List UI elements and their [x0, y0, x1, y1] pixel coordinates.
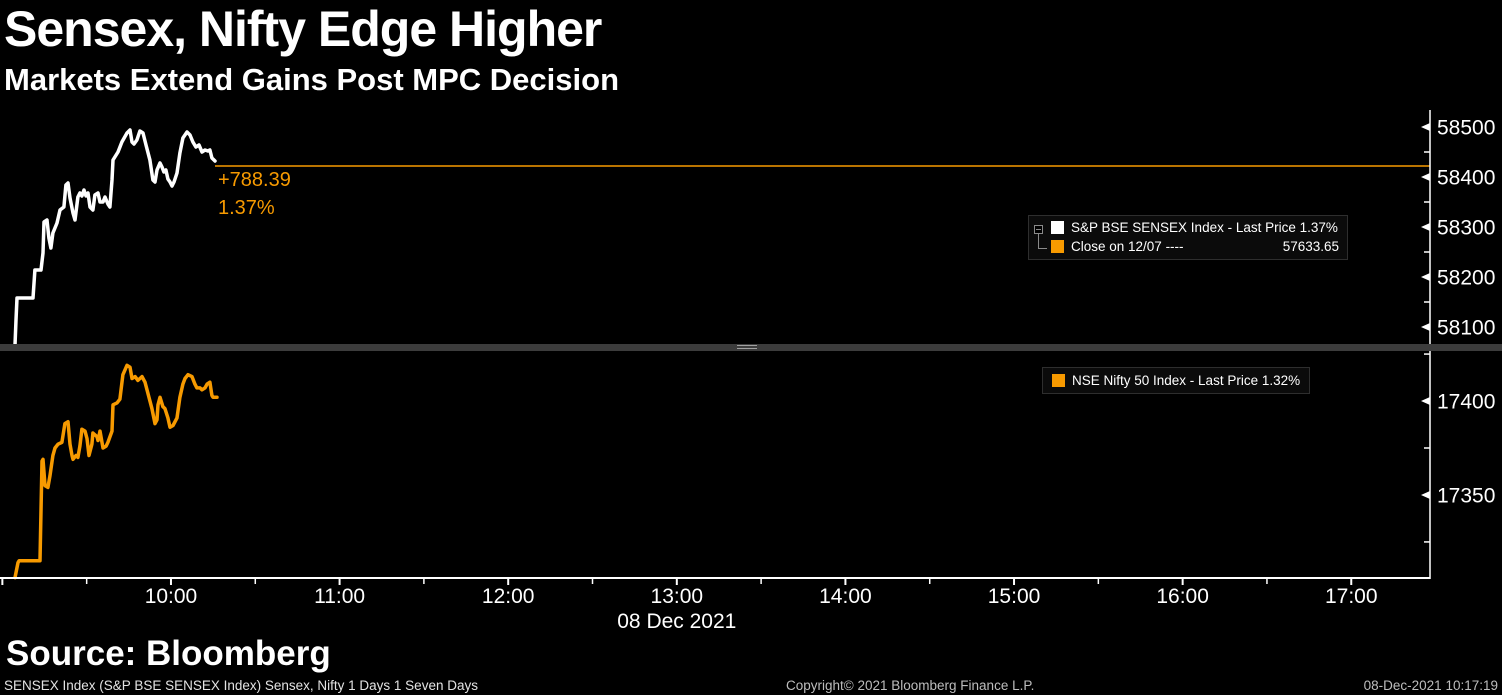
x-tick-label: 15:00 — [988, 585, 1041, 608]
last-price-annotation: +788.39 1.37% — [218, 166, 291, 222]
page-subtitle: Markets Extend Gains Post MPC Decision — [4, 62, 620, 97]
legend-row-sensex-last-price[interactable]: S&P BSE SENSEX Index - Last Price 1.37% — [1051, 218, 1339, 237]
x-tick-label: 12:00 — [482, 585, 535, 608]
panel-divider — [0, 344, 1502, 351]
y-major-tick — [1421, 490, 1430, 499]
panel-resize-handle[interactable] — [737, 345, 757, 350]
y-major-tick — [1421, 223, 1430, 231]
x-tick-label: 11:00 — [314, 585, 365, 608]
y-major-tick — [1421, 397, 1430, 406]
legend-row-nifty-last-price[interactable]: NSE Nifty 50 Index - Last Price 1.32% — [1052, 371, 1300, 390]
sensex-price-line — [13, 128, 217, 347]
sensex-swatch — [1051, 221, 1064, 234]
y-major-tick — [1421, 323, 1430, 331]
nifty-price-line — [13, 363, 219, 580]
status-bar: SENSEX Index (S&P BSE SENSEX Index) Sens… — [0, 674, 1502, 695]
legend-expander-icon[interactable] — [1034, 225, 1043, 234]
y-tick-label: 17350 — [1437, 484, 1495, 507]
x-tick-label: 14:00 — [819, 585, 872, 608]
legend-tree-connector — [1038, 234, 1047, 249]
y-major-tick — [1421, 173, 1430, 181]
sensex-panel: 58500 58400 58300 58200 58100 — [13, 117, 1495, 347]
y-tick-label: 58100 — [1437, 317, 1495, 340]
legend-nifty: NSE Nifty 50 Index - Last Price 1.32% — [1042, 367, 1311, 394]
y-major-tick — [1421, 123, 1430, 131]
y-major-tick — [1421, 273, 1430, 281]
x-tick-label: 17:00 — [1325, 585, 1378, 608]
y-tick-label: 58300 — [1437, 217, 1495, 240]
x-axis-date-label: 08 Dec 2021 — [617, 610, 736, 633]
y-tick-label: 17400 — [1437, 391, 1495, 414]
legend-sensex: S&P BSE SENSEX Index - Last Price 1.37% … — [1028, 215, 1348, 260]
y-tick-label: 58500 — [1437, 117, 1495, 140]
source-label: Source: Bloomberg — [6, 634, 331, 673]
close-value: 57633.65 — [1282, 239, 1339, 254]
y-tick-label: 58400 — [1437, 167, 1495, 190]
net-change-label: +788.39 — [218, 169, 291, 191]
legend-label: S&P BSE SENSEX Index - Last Price 1.37% — [1071, 220, 1338, 235]
copyright-notice: Copyright© 2021 Bloomberg Finance L.P. — [786, 678, 1035, 693]
x-tick-label: 10:00 — [145, 585, 198, 608]
x-tick-label: 16:00 — [1156, 585, 1209, 608]
security-description: SENSEX Index (S&P BSE SENSEX Index) Sens… — [4, 678, 478, 693]
close-line-swatch — [1051, 240, 1064, 253]
y-tick-label: 58200 — [1437, 267, 1495, 290]
nifty-panel: 17400 17350 — [13, 353, 1495, 580]
legend-label: NSE Nifty 50 Index - Last Price 1.32% — [1072, 373, 1301, 388]
close-label: Close on 12/07 ---- — [1071, 239, 1184, 254]
x-tick-label: 13:00 — [651, 585, 704, 608]
page-title: Sensex, Nifty Edge Higher — [4, 1, 602, 57]
nifty-swatch — [1052, 374, 1065, 387]
legend-row-sensex-close[interactable]: Close on 12/07 ---- 57633.65 — [1051, 237, 1339, 256]
pct-change-label: 1.37% — [218, 197, 275, 219]
timestamp: 08-Dec-2021 10:17:19 — [1363, 678, 1498, 693]
